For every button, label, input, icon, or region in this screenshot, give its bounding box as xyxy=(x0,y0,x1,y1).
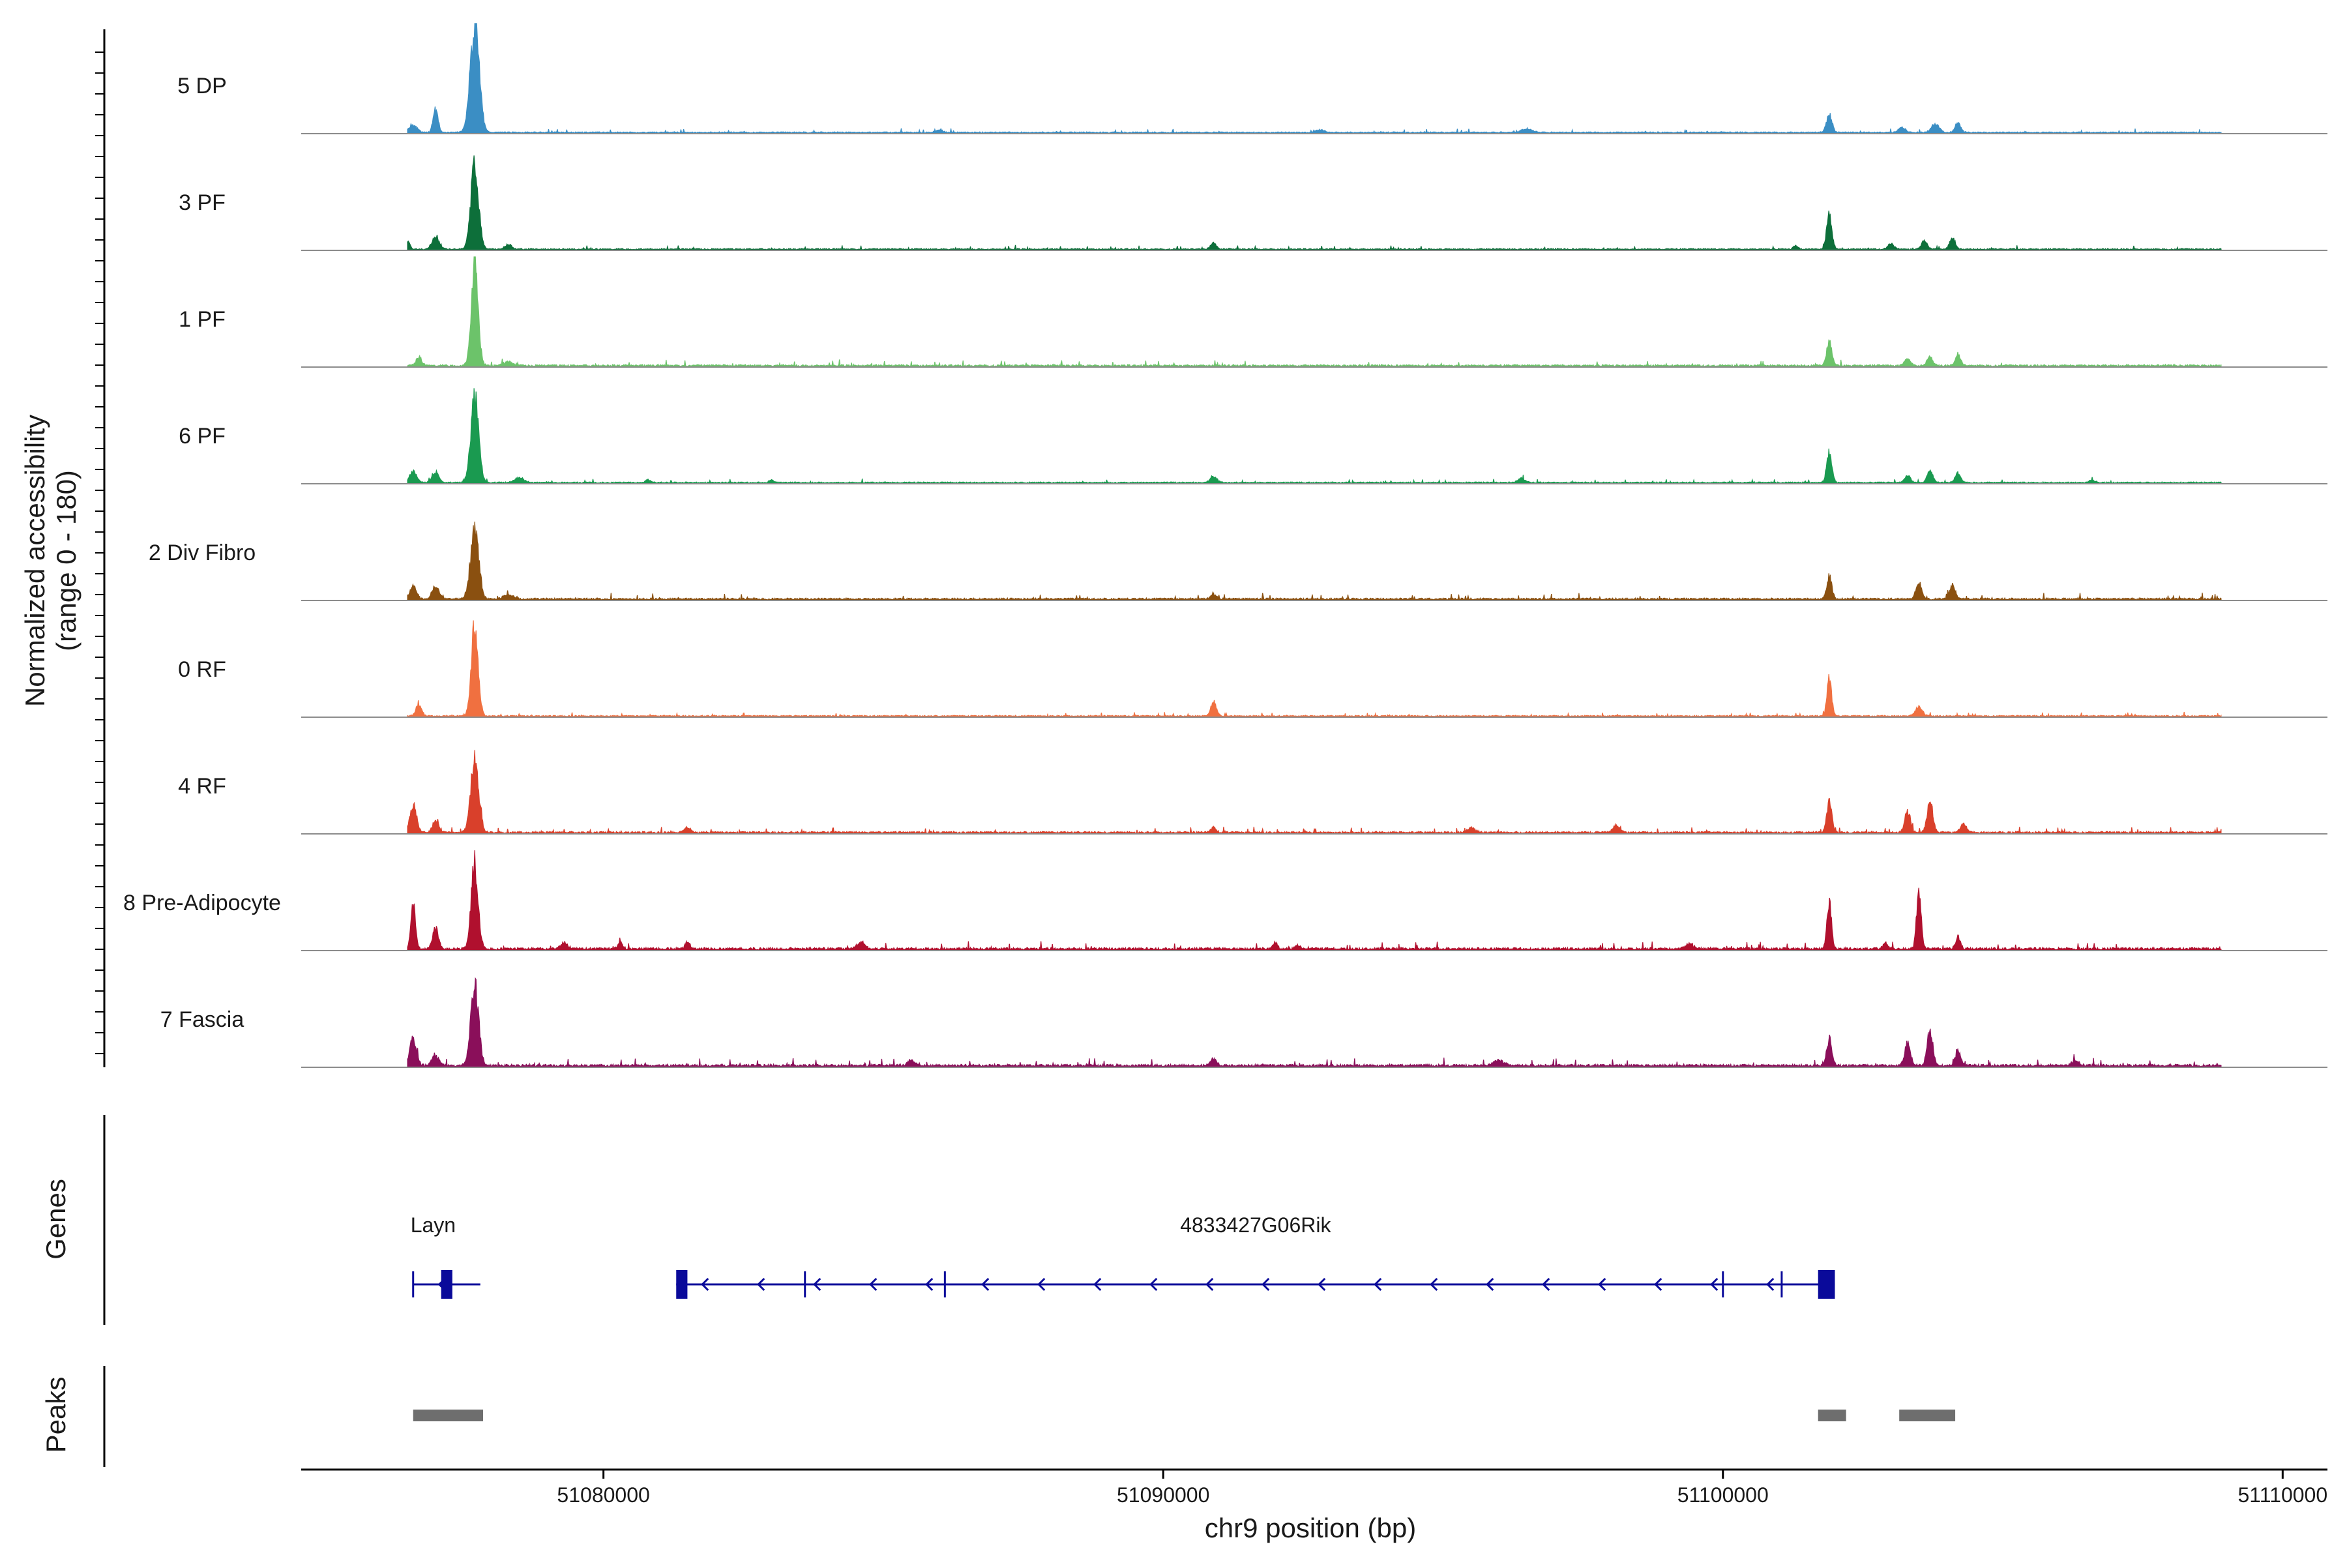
strand-arrow xyxy=(1430,1277,1438,1292)
peaks-panel-label: Peaks xyxy=(40,1377,71,1453)
track-label: 2 Div Fibro xyxy=(149,540,256,565)
track-0-rf: 0 RF xyxy=(178,620,2327,718)
strand-arrow xyxy=(1318,1277,1326,1292)
track-label: 4 RF xyxy=(178,774,226,799)
coverage-area xyxy=(407,850,2222,952)
strand-arrow xyxy=(701,1277,709,1292)
strand-arrow xyxy=(1262,1277,1270,1292)
gene-exon xyxy=(676,1270,688,1299)
strand-arrow xyxy=(1766,1277,1775,1292)
coverage-area xyxy=(407,750,2222,835)
strand-arrow xyxy=(1205,1277,1214,1292)
strand-arrow xyxy=(1149,1277,1158,1292)
x-tick-label: 51080000 xyxy=(557,1483,649,1507)
track-4-rf: 4 RF xyxy=(178,750,2327,835)
coverage-tracks: 5 DP 3 PF 1 PF 6 PF 2 Div Fibro 0 RF 4 RF 8 Pre… xyxy=(95,23,2327,1068)
coverage-area xyxy=(407,23,2222,134)
x-axis-title: chr9 position (bp) xyxy=(1205,1513,1417,1543)
strand-arrow xyxy=(1093,1277,1102,1292)
coverage-area xyxy=(407,620,2222,718)
track-6-pf: 6 PF xyxy=(179,388,2327,484)
gene-exon xyxy=(441,1270,452,1299)
coverage-area xyxy=(407,256,2222,368)
x-tick-label: 51100000 xyxy=(1677,1483,1769,1507)
coverage-area xyxy=(407,388,2222,484)
y-axis-label: Normalized accessibility (range 0 - 180) xyxy=(20,415,81,707)
y-axis-label-line2: (range 0 - 180) xyxy=(51,470,81,651)
x-axis: 51080000 51090000 51100000 51110000 xyxy=(301,1468,2328,1507)
strand-arrow xyxy=(869,1277,878,1292)
track-label: 7 Fascia xyxy=(160,1007,244,1032)
gene-4833427g06rik: 4833427G06Rik xyxy=(676,1213,1835,1299)
track-label: 6 PF xyxy=(179,424,226,449)
gene-annotation-panel: Layn 4833427G06Rik xyxy=(103,1115,1835,1325)
coverage-area xyxy=(407,522,2222,601)
gene-label: Layn xyxy=(411,1213,456,1237)
x-tick-label: 51110000 xyxy=(2238,1483,2328,1507)
strand-arrow xyxy=(1542,1277,1550,1292)
track-label: 8 Pre-Adipocyte xyxy=(123,891,281,915)
track-label: 3 PF xyxy=(179,190,226,215)
peak-region xyxy=(413,1410,484,1421)
track-7-fascia: 7 Fascia xyxy=(160,977,2327,1068)
gene-exon xyxy=(1818,1270,1835,1299)
y-axis-label-line1: Normalized accessibility xyxy=(20,415,50,707)
strand-arrow xyxy=(1486,1277,1494,1292)
strand-arrow xyxy=(1598,1277,1606,1292)
coverage-area xyxy=(407,977,2222,1068)
strand-arrow xyxy=(1374,1277,1382,1292)
peak-region xyxy=(1818,1410,1846,1421)
peak-regions-panel xyxy=(103,1366,1956,1467)
strand-arrow xyxy=(981,1277,990,1292)
genes-panel-label: Genes xyxy=(40,1179,71,1260)
gene-label: 4833427G06Rik xyxy=(1180,1213,1331,1237)
strand-arrow xyxy=(925,1277,934,1292)
strand-arrow xyxy=(1654,1277,1662,1292)
strand-arrow xyxy=(813,1277,821,1292)
track-1-pf: 1 PF xyxy=(179,256,2327,368)
strand-arrow xyxy=(1710,1277,1719,1292)
peak-region xyxy=(1899,1410,1956,1421)
coverage-area xyxy=(407,155,2222,251)
track-5-dp: 5 DP xyxy=(177,23,2327,134)
strand-arrow xyxy=(757,1277,765,1292)
track-label: 1 PF xyxy=(179,307,226,332)
track-label: 0 RF xyxy=(178,657,226,682)
gene-layn: Layn xyxy=(411,1213,480,1299)
track-label: 5 DP xyxy=(177,74,227,98)
strand-arrow xyxy=(1037,1277,1046,1292)
x-tick-label: 51090000 xyxy=(1117,1483,1209,1507)
track-3-pf: 3 PF xyxy=(179,155,2327,251)
track-2-div-fibro: 2 Div Fibro xyxy=(149,522,2327,601)
track-8-pre-adipocyte: 8 Pre-Adipocyte xyxy=(123,850,2327,952)
